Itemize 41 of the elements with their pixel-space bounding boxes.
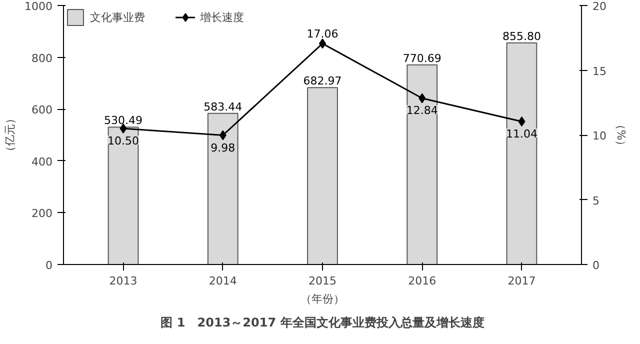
point	[120, 124, 127, 134]
y2-tick-label: 0	[592, 259, 600, 272]
x-tick-label: 2014	[208, 274, 237, 288]
bar	[506, 42, 538, 264]
y2-tick-label: 20	[592, 0, 606, 13]
legend-label: 文化事业费	[90, 10, 145, 24]
data-label: 583.44	[204, 100, 242, 114]
data-label: 855.80	[502, 30, 541, 43]
x-tick-label: 2013	[109, 274, 138, 288]
y-tick-label: 600	[32, 104, 53, 117]
y2-tick-label: 15	[592, 64, 606, 78]
data-label: 10.50	[108, 134, 140, 148]
y-tick-label: 400	[32, 155, 53, 168]
data-label: 12.84	[406, 104, 438, 118]
y-tick-label: 0	[46, 259, 52, 272]
point	[518, 116, 526, 127]
bar	[108, 126, 139, 264]
data-label: 11.04	[506, 128, 538, 141]
y2-axis-title: （%）	[614, 118, 628, 152]
y-tick-label: 200	[32, 207, 53, 220]
y2-tick-label: 5	[592, 194, 600, 208]
x-tick-label: 2015	[308, 274, 337, 288]
x-tick-label: 2016	[408, 274, 436, 288]
bar	[307, 87, 338, 264]
data-label: 530.49	[104, 114, 143, 128]
y2-tick-label: 10	[592, 130, 606, 142]
point	[219, 130, 226, 140]
legend-label: 增长速度	[200, 10, 244, 24]
x-axis-title: （年份）	[300, 292, 344, 306]
x-tick-label: 2017	[508, 274, 536, 288]
y-axis-title: （亿元）	[4, 113, 17, 157]
y-tick-label: 1000	[24, 0, 53, 13]
data-label: 682.97	[303, 74, 342, 88]
y-tick-label: 800	[32, 52, 53, 65]
data-label: 770.69	[402, 52, 442, 65]
data-label: 17.06	[306, 28, 338, 41]
bar	[207, 112, 238, 264]
point	[418, 93, 426, 104]
data-label: 9.98	[210, 141, 236, 154]
text: 图 1 2013～2017 年全国文化事业费投入总量及增长速度	[160, 316, 484, 330]
bar	[406, 64, 438, 264]
